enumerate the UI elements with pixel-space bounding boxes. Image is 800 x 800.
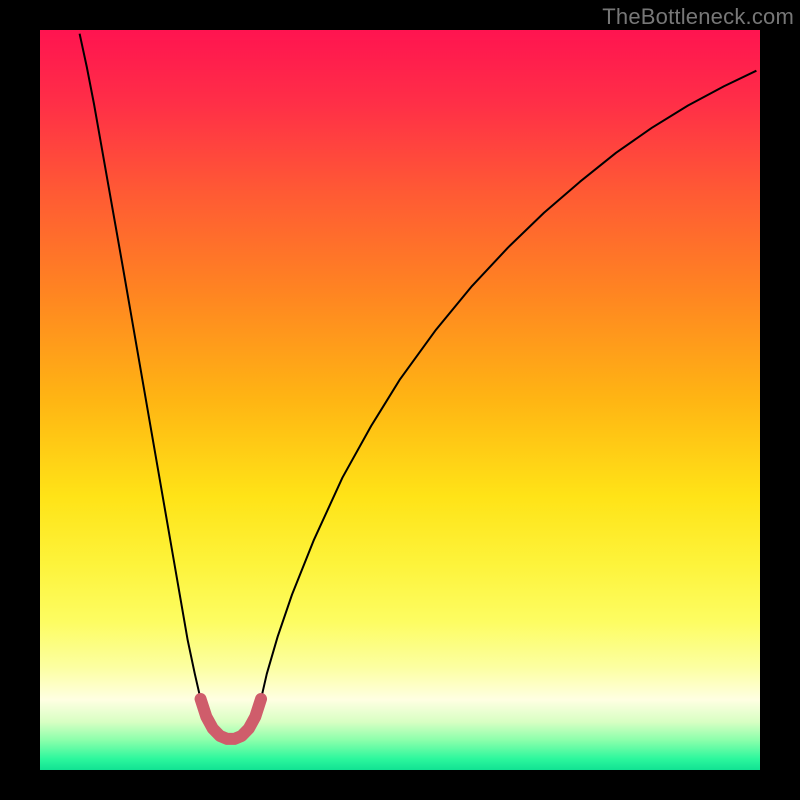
bottleneck-chart-svg (0, 0, 800, 800)
watermark-text: TheBottleneck.com (602, 4, 794, 30)
chart-container: TheBottleneck.com (0, 0, 800, 800)
chart-gradient-background (40, 30, 760, 770)
